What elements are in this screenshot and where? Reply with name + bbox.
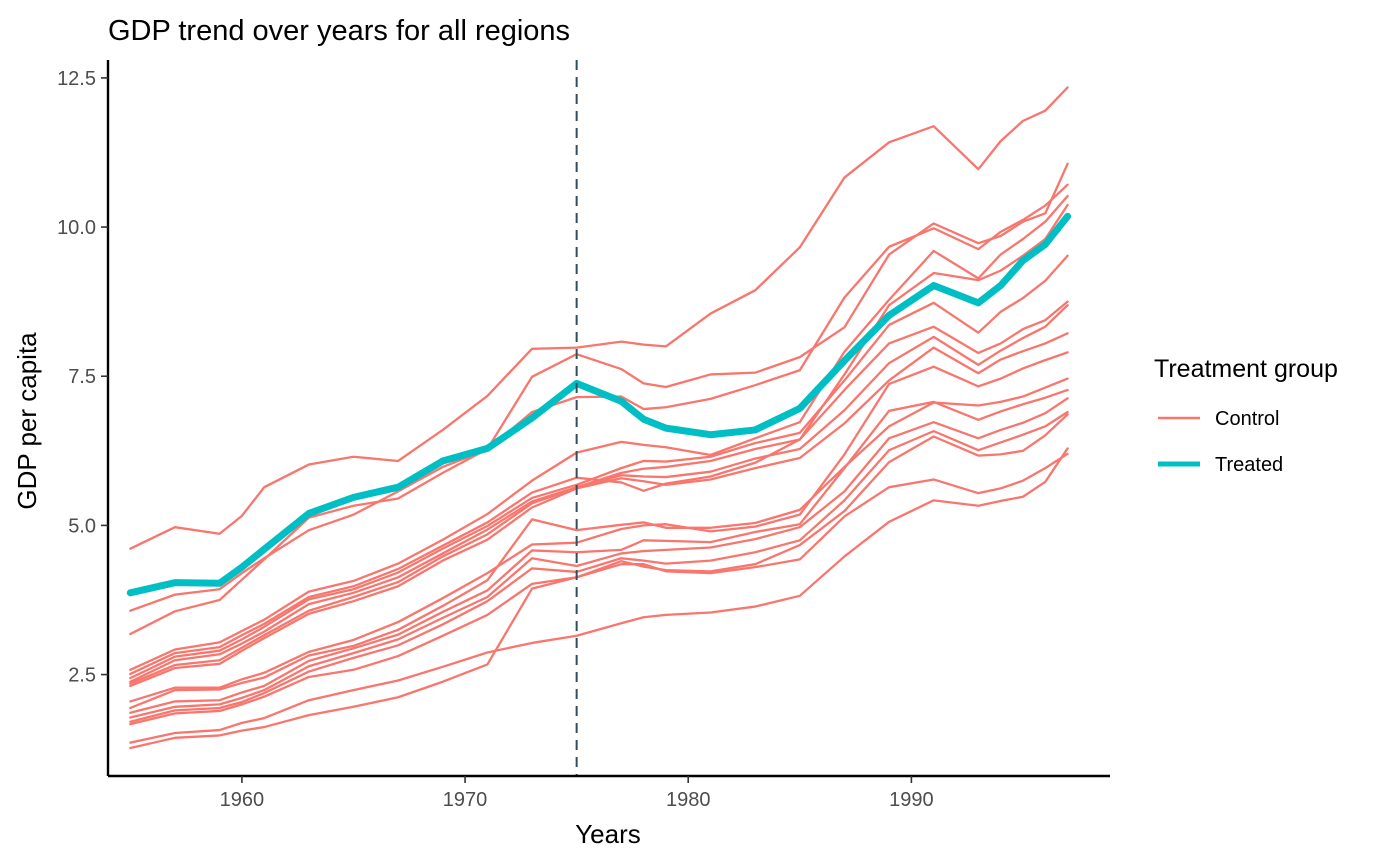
control-series-line-8 [129,304,1069,685]
y-axis-label: GDP per capita [12,332,42,510]
control-series-line-5 [129,203,1069,676]
control-series-line-1 [129,86,1069,550]
y-tick-label-2.5: 2.5 [68,665,96,687]
x-tick-label-1990: 1990 [889,789,934,811]
legend-title: Treatment group [1154,355,1338,383]
x-tick-label-1960: 1960 [220,789,265,811]
treated-lines [126,212,1072,597]
control-series-line-3 [129,162,1069,636]
control-series-line-17 [129,452,1069,750]
x-tick-label-1970: 1970 [443,789,488,811]
y-tick-label-10.0: 10.0 [57,217,96,239]
control-series-line-13 [129,397,1069,719]
control-series-line-6 [129,254,1069,680]
control-series-line-14 [129,410,1069,723]
x-axis-label: Years [575,819,641,849]
chart-title: GDP trend over years for all regions [108,15,570,47]
treated-series-line [126,212,1072,597]
legend-control-label: Control [1215,408,1279,430]
x-axis-ticks: 1960 1970 1980 1990 [220,776,934,811]
x-tick-label-1980: 1980 [666,789,711,811]
control-series-line-4 [129,194,1069,671]
legend-treated-label: Treated [1215,454,1283,476]
control-series-line-11 [129,377,1069,710]
y-axis-ticks: 2.5 5.0 7.5 10.0 12.5 [57,68,108,687]
plot-area: 1960 1970 1980 1990 2.5 5.0 7.5 10.0 12.5 [57,60,1110,811]
control-lines [129,86,1069,750]
control-series-line-10 [129,351,1069,703]
legend: Treatment group Control Treated [1154,355,1338,476]
y-tick-label-12.5: 12.5 [57,68,96,90]
control-series-line-15 [129,413,1069,726]
y-tick-label-5.0: 5.0 [68,515,96,537]
control-series-line-9 [129,332,1069,688]
y-tick-label-7.5: 7.5 [68,366,96,388]
control-series-line-7 [129,300,1069,683]
control-series-line-16 [129,447,1069,744]
control-series-line-12 [129,388,1069,714]
